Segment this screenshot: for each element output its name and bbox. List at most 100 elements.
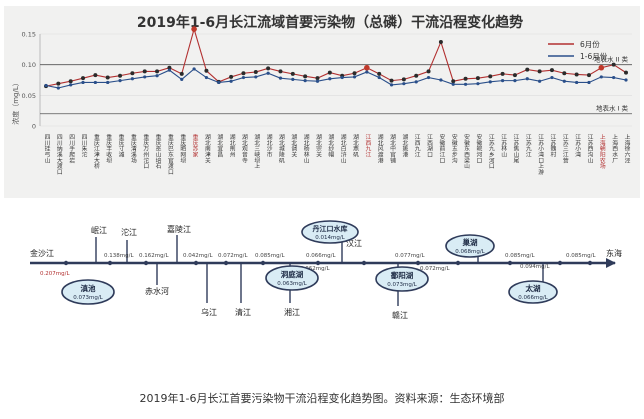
x-tick-label: 湖北杨林山 [302,133,309,164]
lake-dianchi-name: 滇池 [81,283,96,293]
data-point [278,69,283,74]
data-point [328,77,332,81]
lake-dongtinghu-name: 洞庭湖 [280,269,304,279]
y-axis-ticks: 0 0.05 0.10 0.15 [22,31,41,131]
data-point [500,79,505,83]
label-jinshajiang: 金沙江 [30,248,54,258]
data-point [81,80,85,85]
x-tick-label: 江苏小湾口上游 [537,134,544,176]
data-point [525,67,530,72]
data-point [56,86,60,90]
data-point [463,76,468,81]
chart-legend: 6月份 1-6月份 [548,39,608,61]
data-point [327,70,332,75]
data-point [291,77,295,81]
data-point [93,80,97,85]
y-tick-label: 0.05 [22,92,36,100]
x-tick-label: 江西九江 [413,134,420,159]
data-point [549,68,554,73]
data-point [586,73,591,78]
x-tick-label: 江苏九江 [524,134,531,159]
label-qingjiang: 清江 [235,307,251,317]
x-tick-label: 江苏林山 [500,134,507,159]
x-tick-label: 湖北调关 [290,133,297,158]
data-point [204,68,209,73]
x-tick-label: 湖北风渡港 [376,133,383,164]
data-point [525,77,529,81]
data-point [254,75,258,79]
lake-poyanghu: 鄱阳湖 0.073mg/L [375,266,429,292]
svg-text:0.042mg/L: 0.042mg/L [183,253,213,259]
x-tick-label: 湖北宜昌 [216,133,223,158]
data-point [414,73,419,78]
series-line [45,27,627,87]
data-point [155,69,160,74]
mainstem-value-labels: 0.207mg/L 0.138mg/L 0.162mg/L 0.042mg/L … [40,253,596,277]
lake-dianchi: 滇池 0.073mg/L [61,279,115,305]
data-point [118,73,123,78]
x-tick-label: 湖北观音寺 [240,133,247,163]
data-point [56,81,61,86]
reference-line-label: 地表水 II 类 [594,55,628,64]
svg-text:0.162mg/L: 0.162mg/L [139,253,169,259]
svg-text:0.077mg/L: 0.077mg/L [395,253,425,259]
x-tick-label: 江苏焦山尾 [512,134,519,164]
x-tick-label: 四川纳溪大渡口 [55,134,62,176]
x-tick-label: 安徽五步沟 [450,133,457,164]
x-tick-label: 安徽皖河口 [475,133,482,164]
x-tick-label: 重庆寸滩 [117,133,124,158]
x-tick-label: 湖北燕矶 [352,133,359,158]
data-point-highlight [191,26,197,32]
x-axis-station-labels: 四川挂弓山 四川纳溪大渡口 四川手爬岩 四川朱沱 重庆江津大桥 重庆丰收坝 重庆寸滩 重庆清溪… [43,133,630,176]
x-tick-label: 湖北纱帽 [327,133,334,158]
x-tick-label: 上海徐六泾 [623,133,630,164]
lake-taihu: 太湖 0.066mg/L [508,280,558,304]
x-tick-label: 重庆万州沱口 [142,133,149,170]
chart-panel [4,6,640,198]
data-point [241,71,246,76]
x-tick-label: 重庆江津大桥 [92,133,99,170]
reference-line-label: 地表水 I 类 [596,104,629,113]
x-tick-label: 重庆巫山培石 [154,133,161,170]
x-tick-label: 湖北三峡坝上 [253,133,260,169]
data-point [229,79,233,83]
x-tick-label: 湖北中官铺 [389,133,396,164]
data-point [266,71,270,75]
data-point [401,77,406,82]
data-point [574,72,579,77]
data-point [278,76,283,80]
x-tick-label: 湖北南津关 [203,133,210,164]
x-tick-label: 重庆丰收坝 [105,133,112,164]
x-tick-label: 江西九江 [364,134,371,159]
data-point [266,66,271,71]
x-tick-label: 四川手爬岩 [68,134,75,164]
data-point [612,75,616,80]
data-point [167,65,172,70]
data-point [402,82,406,86]
river-arrow-icon [606,258,616,268]
data-point [105,75,110,80]
x-tick-label: 上海朝阳农场 [598,133,605,170]
lake-chaohu: 巢湖 0.068mg/L [445,234,495,258]
label-hanjiang: 汉江 [346,239,362,248]
data-point [315,79,320,83]
data-point [192,67,196,71]
lake-taihu-value: 0.066mg/L [518,295,548,301]
data-point [303,79,307,83]
label-donghai: 东海 [606,248,622,258]
label-ganjiang: 赣江 [392,310,408,320]
x-tick-label: 安徽东西梁山 [463,133,470,170]
data-point [488,80,492,84]
svg-text:0.207mg/L: 0.207mg/L [40,271,70,277]
data-point [389,83,394,87]
data-point [179,71,184,76]
data-point [68,79,73,84]
data-point [241,75,246,80]
data-point [426,75,431,80]
lake-chaohu-name: 巢湖 [463,237,478,247]
x-tick-label: 重庆晒网坝 [179,133,186,164]
legend-label: 6月份 [580,39,600,49]
data-point [365,70,369,74]
x-tick-label: 重庆巴东官渡口 [166,133,173,176]
